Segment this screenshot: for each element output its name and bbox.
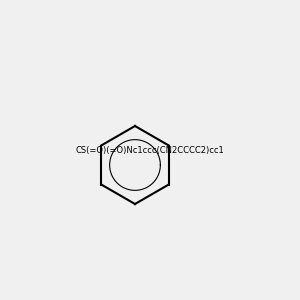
Text: CS(=O)(=O)Nc1ccc(CN2CCCC2)cc1: CS(=O)(=O)Nc1ccc(CN2CCCC2)cc1: [76, 146, 224, 154]
